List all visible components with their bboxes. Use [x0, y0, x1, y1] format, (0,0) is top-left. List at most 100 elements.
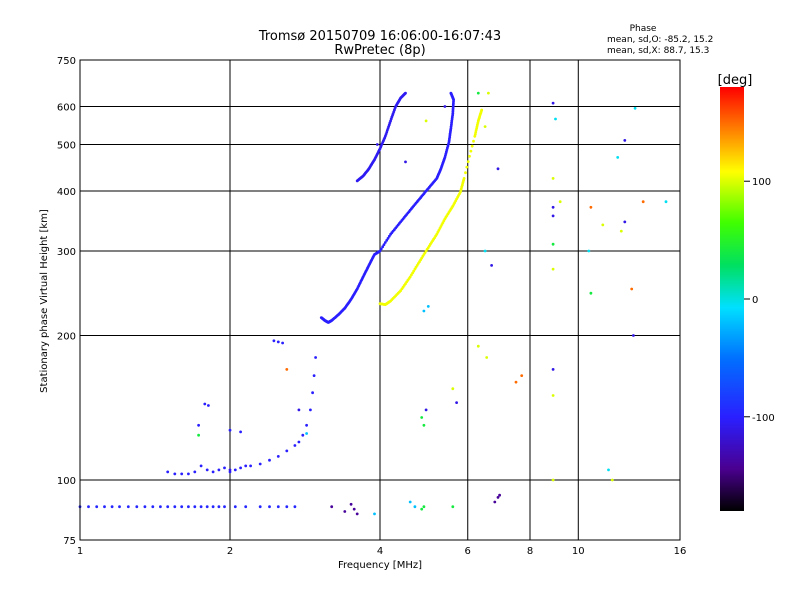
phase-heading: Phase: [630, 24, 657, 34]
data-point: [197, 433, 201, 437]
data-point: [343, 510, 347, 513]
data-point: [305, 423, 308, 427]
data-point: [293, 505, 297, 509]
data-point: [589, 291, 593, 295]
data-point: [601, 223, 605, 227]
data-point: [551, 368, 555, 371]
data-point: [173, 472, 177, 476]
data-point: [207, 404, 210, 407]
data-point: [383, 241, 387, 244]
data-point: [520, 374, 524, 377]
y-tick-label: 500: [57, 141, 76, 152]
colorbar-tick-label: -100: [752, 413, 775, 424]
grid-lines: [80, 60, 680, 540]
data-point: [305, 432, 308, 435]
data-point: [551, 394, 555, 397]
data-point: [408, 500, 412, 504]
data-point: [293, 444, 297, 447]
data-point: [587, 249, 591, 253]
x-tick-label: 6: [465, 546, 471, 557]
data-point: [385, 239, 389, 242]
data-point: [312, 374, 316, 377]
data-point: [493, 500, 497, 504]
data-point: [472, 139, 475, 143]
x-tick-label: 8: [527, 546, 533, 557]
data-point: [496, 496, 500, 499]
colorbar-tick-label: 100: [752, 177, 771, 188]
data-point: [551, 242, 555, 246]
y-tick-label: 300: [57, 247, 76, 258]
data-point: [159, 505, 162, 509]
data-point: [462, 177, 466, 180]
data-point: [166, 505, 170, 509]
data-point: [404, 160, 407, 164]
y-tick-label: 600: [57, 103, 76, 114]
data-point: [228, 468, 232, 472]
data-point: [285, 449, 289, 453]
data-point: [498, 493, 501, 497]
data-point: [630, 287, 634, 291]
data-point: [664, 200, 668, 204]
y-tick-label: 100: [57, 476, 76, 487]
data-point: [151, 505, 155, 509]
data-point: [551, 478, 555, 482]
data-point: [276, 340, 280, 344]
data-point: [420, 416, 424, 419]
data-point: [223, 505, 226, 509]
colorbar: [720, 87, 744, 511]
data-point: [551, 177, 555, 180]
data-point: [451, 505, 455, 509]
plot-frame: [79, 59, 681, 541]
data-point: [276, 455, 280, 458]
data-point: [87, 505, 90, 509]
data-point: [607, 468, 610, 472]
data-point: [422, 505, 426, 509]
phase-stats-o: mean, sd,O: -85.2, 15.2: [607, 35, 713, 45]
data-point: [551, 205, 555, 209]
y-tick-label: 200: [57, 332, 76, 343]
data-point: [558, 200, 562, 204]
x-tick-label: 16: [674, 546, 687, 557]
data-point: [420, 507, 424, 511]
data-point: [311, 391, 314, 395]
data-point: [228, 428, 232, 432]
data-point: [249, 464, 253, 468]
data-point: [166, 470, 170, 474]
data-point: [355, 512, 359, 516]
data-point: [619, 229, 623, 233]
data-point: [268, 458, 271, 462]
data-point: [199, 464, 203, 468]
data-point: [268, 505, 271, 509]
data-point: [330, 505, 334, 509]
data-point: [632, 334, 635, 337]
data-point: [483, 125, 487, 128]
data-point: [223, 466, 226, 470]
data-point: [422, 423, 426, 427]
colorbar-ticks: 100 0 -100: [744, 177, 775, 424]
data-point: [143, 505, 147, 509]
data-point: [449, 91, 453, 95]
data-point: [623, 220, 627, 224]
data-point: [349, 502, 353, 506]
data-point: [233, 505, 237, 509]
data-point: [314, 356, 317, 359]
data-point: [551, 101, 555, 105]
data-point: [103, 505, 106, 509]
chart-subtitle: RwPretec (8p): [334, 43, 425, 58]
data-point: [455, 401, 458, 404]
data-point: [352, 507, 356, 511]
data-point: [239, 466, 243, 470]
data-point: [228, 470, 232, 474]
data-point: [616, 156, 620, 159]
data-point: [375, 143, 379, 146]
data-point: [404, 91, 407, 95]
data-point: [387, 234, 391, 238]
data-point: [551, 267, 555, 271]
data-point: [297, 408, 301, 412]
colorbar-label: [deg]: [718, 73, 753, 88]
data-point: [244, 505, 248, 509]
x-tick-label: 2: [227, 546, 233, 557]
data-point: [386, 237, 390, 240]
data-point: [276, 505, 280, 509]
data-point: [258, 505, 262, 509]
